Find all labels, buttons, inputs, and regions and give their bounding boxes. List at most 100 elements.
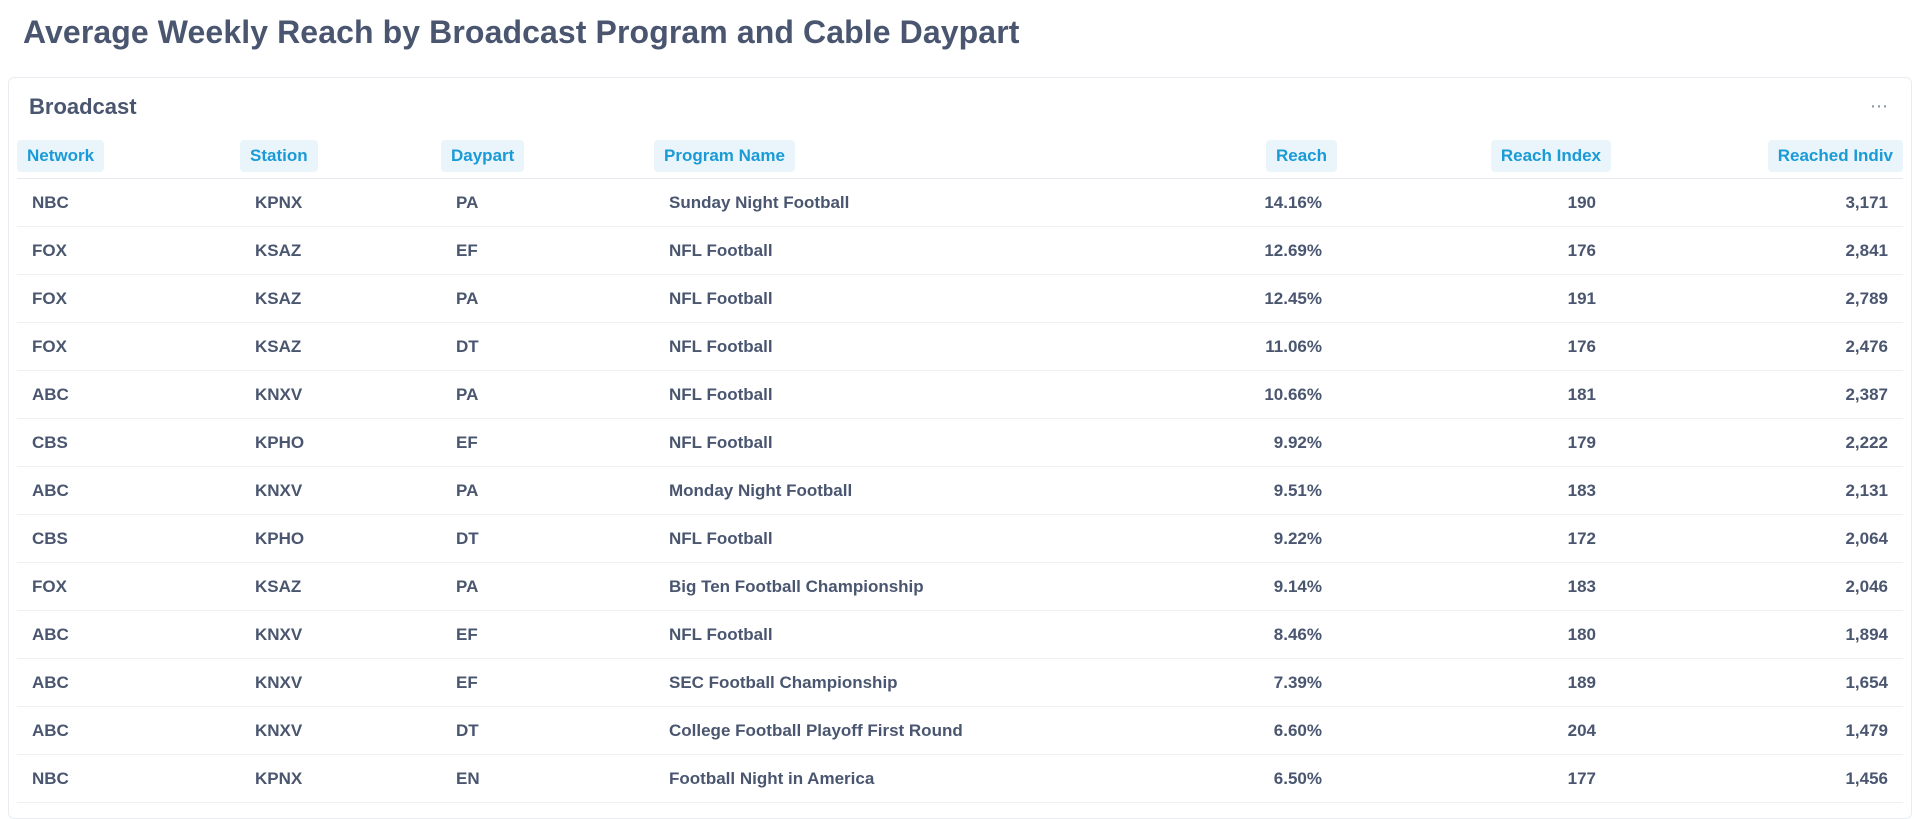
daypart-cell: PA: [441, 370, 654, 419]
network-cell: NBC: [17, 178, 240, 227]
reached-indiv-cell: 1,456: [1611, 754, 1903, 803]
reach-index-cell: 176: [1337, 322, 1611, 371]
program-name-cell: NFL Football: [654, 274, 1112, 323]
table-row[interactable]: FOX KSAZ PA Big Ten Football Championship 9.…: [17, 562, 1903, 611]
reach-cell: 10.66%: [1112, 370, 1337, 419]
daypart-cell: PA: [441, 274, 654, 323]
reach-index-cell: 183: [1337, 562, 1611, 611]
daypart-cell: PA: [441, 562, 654, 611]
column-header-label[interactable]: Reach Index: [1490, 139, 1611, 172]
column-header-label[interactable]: Daypart: [441, 139, 525, 172]
column-header-program-name[interactable]: Program Name: [654, 133, 1112, 179]
table-row[interactable]: FOX KSAZ PA NFL Football 12.45% 191 2,789: [17, 274, 1903, 323]
station-cell: KPNX: [240, 178, 441, 227]
reach-index-cell: 179: [1337, 418, 1611, 467]
program-name-cell: Big Ten Football Championship: [654, 562, 1112, 611]
reached-indiv-cell: 2,131: [1611, 466, 1903, 515]
program-name-cell: Monday Night Football: [654, 466, 1112, 515]
reach-cell: 9.22%: [1112, 514, 1337, 563]
table-row[interactable]: ABC KNXV PA Monday Night Football 9.51% 183 2,…: [17, 466, 1903, 515]
reached-indiv-cell: 2,841: [1611, 226, 1903, 275]
reach-index-cell: 181: [1337, 370, 1611, 419]
station-cell: KSAZ: [240, 274, 441, 323]
table-header-row: Network Station Daypart Program Name Rea…: [17, 133, 1903, 179]
column-header-reach[interactable]: Reach: [1112, 133, 1337, 179]
reach-index-cell: 189: [1337, 658, 1611, 707]
column-header-network[interactable]: Network: [17, 133, 240, 179]
table-row[interactable]: ABC KNXV EF SEC Football Championship 7.39% 1…: [17, 658, 1903, 707]
column-header-station[interactable]: Station: [240, 133, 441, 179]
program-name-cell: SEC Football Championship: [654, 658, 1112, 707]
network-cell: FOX: [17, 562, 240, 611]
reach-index-cell: 177: [1337, 754, 1611, 803]
reach-cell: 12.69%: [1112, 226, 1337, 275]
program-name-cell: College Football Playoff First Round: [654, 706, 1112, 755]
station-cell: KNXV: [240, 466, 441, 515]
card-title: Broadcast: [29, 94, 137, 119]
station-cell: KNXV: [240, 658, 441, 707]
reached-indiv-cell: 2,064: [1611, 514, 1903, 563]
network-cell: FOX: [17, 322, 240, 371]
daypart-cell: EF: [441, 658, 654, 707]
column-header-reach-index[interactable]: Reach Index: [1337, 133, 1611, 179]
table-row[interactable]: NBC KPNX EN Football Night in America 6.50% 1…: [17, 754, 1903, 803]
station-cell: KPHO: [240, 418, 441, 467]
reach-index-cell: 204: [1337, 706, 1611, 755]
column-header-label[interactable]: Station: [240, 139, 318, 172]
station-cell: KPNX: [240, 754, 441, 803]
reach-index-cell: 191: [1337, 274, 1611, 323]
program-name-cell: NFL Football: [654, 226, 1112, 275]
table-row[interactable]: NBC KPNX PA Sunday Night Football 14.16% 190 3…: [17, 178, 1903, 227]
table-body: NBC KPNX PA Sunday Night Football 14.16% 190 3…: [17, 178, 1903, 803]
station-cell: KSAZ: [240, 226, 441, 275]
reach-cell: 11.06%: [1112, 322, 1337, 371]
table-row[interactable]: CBS KPHO EF NFL Football 9.92% 179 2,222: [17, 418, 1903, 467]
table-row[interactable]: FOX KSAZ EF NFL Football 12.69% 176 2,841: [17, 226, 1903, 275]
network-cell: ABC: [17, 706, 240, 755]
page-title: Average Weekly Reach by Broadcast Progra…: [23, 14, 1020, 50]
program-name-cell: NFL Football: [654, 370, 1112, 419]
network-cell: NBC: [17, 754, 240, 803]
column-header-label[interactable]: Network: [17, 139, 105, 172]
reach-cell: 14.16%: [1112, 178, 1337, 227]
broadcast-card: Broadcast ⋯ Network Station Daypart Prog…: [8, 77, 1912, 819]
station-cell: KNXV: [240, 370, 441, 419]
reached-indiv-cell: 3,171: [1611, 178, 1903, 227]
reach-index-cell: 190: [1337, 178, 1611, 227]
column-header-label[interactable]: Program Name: [654, 139, 795, 172]
reach-index-cell: 183: [1337, 466, 1611, 515]
station-cell: KSAZ: [240, 562, 441, 611]
network-cell: ABC: [17, 658, 240, 707]
network-cell: CBS: [17, 514, 240, 563]
program-name-cell: Football Night in America: [654, 754, 1112, 803]
table-row[interactable]: ABC KNXV DT College Football Playoff First …: [17, 706, 1903, 755]
reached-indiv-cell: 2,222: [1611, 418, 1903, 467]
reach-cell: 9.51%: [1112, 466, 1337, 515]
daypart-cell: DT: [441, 706, 654, 755]
reached-indiv-cell: 2,046: [1611, 562, 1903, 611]
column-header-label[interactable]: Reach: [1265, 139, 1337, 172]
network-cell: ABC: [17, 370, 240, 419]
daypart-cell: DT: [441, 514, 654, 563]
reach-index-cell: 180: [1337, 610, 1611, 659]
table-row[interactable]: ABC KNXV EF NFL Football 8.46% 180 1,894: [17, 610, 1903, 659]
network-cell: CBS: [17, 418, 240, 467]
program-name-cell: NFL Football: [654, 418, 1112, 467]
program-name-cell: NFL Football: [654, 322, 1112, 371]
program-name-cell: NFL Football: [654, 514, 1112, 563]
column-header-daypart[interactable]: Daypart: [441, 133, 654, 179]
network-cell: ABC: [17, 466, 240, 515]
station-cell: KNXV: [240, 610, 441, 659]
column-header-label[interactable]: Reached Indiv: [1767, 139, 1903, 172]
reached-indiv-cell: 1,894: [1611, 610, 1903, 659]
ellipsis-icon[interactable]: ⋯: [1870, 96, 1889, 116]
table-row[interactable]: FOX KSAZ DT NFL Football 11.06% 176 2,476: [17, 322, 1903, 371]
network-cell: FOX: [17, 226, 240, 275]
daypart-cell: DT: [441, 322, 654, 371]
daypart-cell: EF: [441, 610, 654, 659]
network-cell: FOX: [17, 274, 240, 323]
table-row[interactable]: ABC KNXV PA NFL Football 10.66% 181 2,387: [17, 370, 1903, 419]
table-row[interactable]: CBS KPHO DT NFL Football 9.22% 172 2,064: [17, 514, 1903, 563]
reached-indiv-cell: 1,654: [1611, 658, 1903, 707]
column-header-reached-indiv[interactable]: Reached Indiv: [1611, 133, 1903, 179]
